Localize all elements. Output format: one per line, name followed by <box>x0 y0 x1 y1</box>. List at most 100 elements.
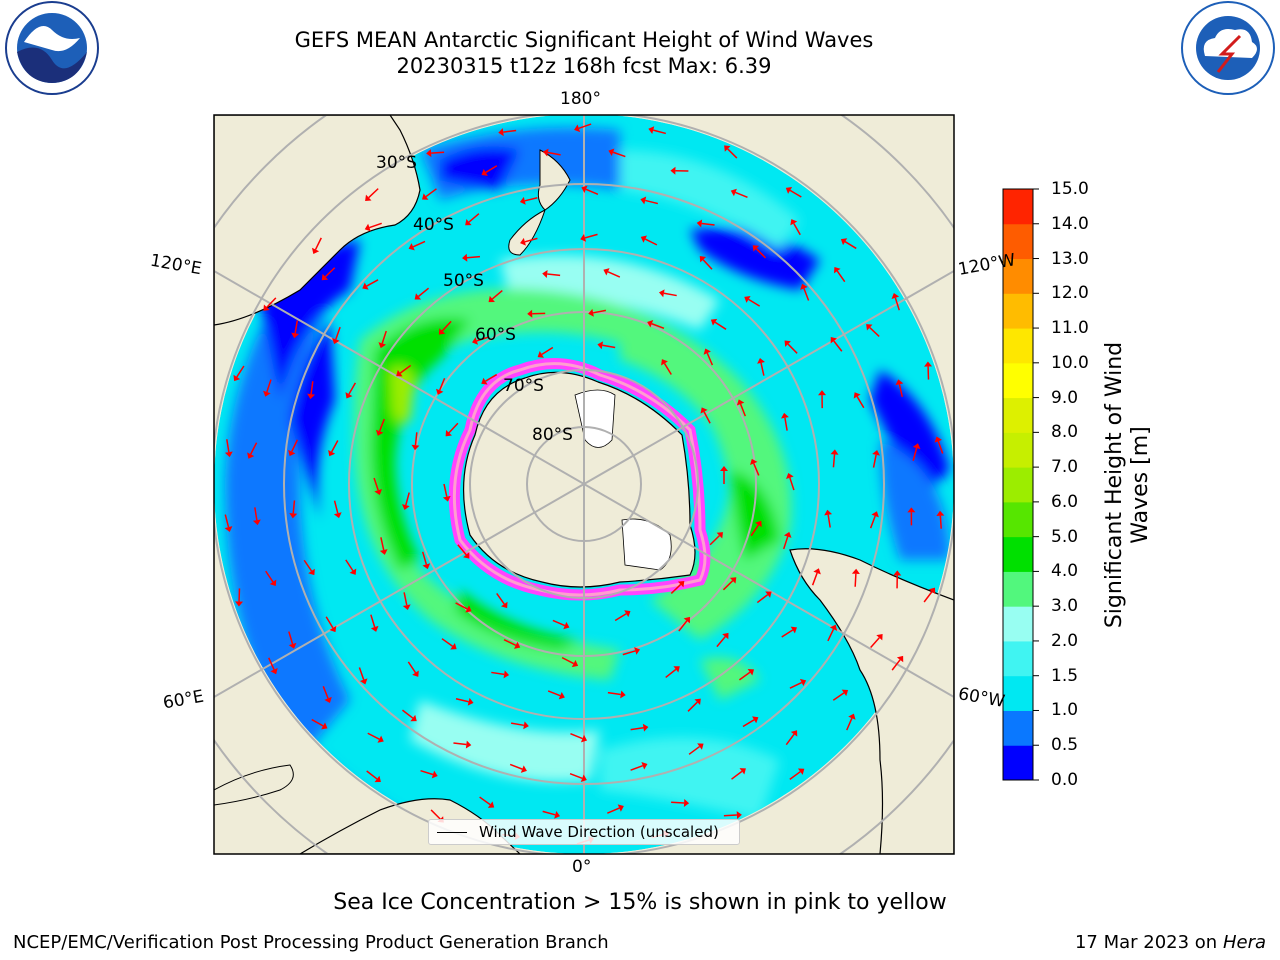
wind-arrow-shaft <box>612 151 626 158</box>
colorbar-tick-label: 11.0 <box>1051 318 1089 339</box>
wind-arrow-shaft <box>366 770 378 780</box>
wind-arrow-shaft <box>789 189 802 198</box>
meridian-label-bottom: 0° <box>572 857 592 877</box>
wind-arrow-shaft <box>303 559 313 572</box>
wind-arrow-shaft <box>714 321 727 330</box>
wind-arrow-shaft <box>735 191 748 199</box>
colorbar-segment <box>1003 536 1033 572</box>
wind-arrow-head <box>333 512 342 519</box>
wind-arrow-head <box>851 568 860 575</box>
wind-arrow-head <box>729 577 737 584</box>
wind-arrow-shaft <box>430 809 441 820</box>
wind-arrow-shaft <box>723 814 737 817</box>
wind-arrow-shaft <box>479 796 491 806</box>
wind-arrow-head <box>924 361 933 367</box>
latitude-label: 50°S <box>443 271 484 291</box>
wind-arrow-head <box>396 369 403 377</box>
latitude-label: 30°S <box>376 153 417 173</box>
wind-arrow-shaft <box>330 440 339 453</box>
wind-arrow-head <box>824 509 833 516</box>
wind-arrow-shaft <box>368 188 379 199</box>
wind-arrow-shaft <box>570 732 583 740</box>
colorbar-segment <box>1003 189 1033 225</box>
wind-arrow-shaft <box>614 613 627 622</box>
wind-arrow-shaft <box>333 500 339 514</box>
wind-arrow-head <box>683 616 690 624</box>
wind-arrow-head <box>928 587 936 595</box>
wind-arrow-head <box>670 166 676 175</box>
wind-arrow-shaft <box>443 483 448 497</box>
wind-arrow-shaft <box>431 151 445 154</box>
wind-arrow-head <box>724 145 731 152</box>
wind-arrow-head <box>408 243 415 251</box>
colorbar-segment <box>1003 606 1033 642</box>
wind-arrow-shaft <box>236 365 245 378</box>
colorbar-segment <box>1003 675 1033 711</box>
wind-arrow-shaft <box>288 631 294 645</box>
wind-arrow-head <box>520 237 526 246</box>
wind-arrow-head <box>554 810 561 819</box>
wind-arrow-head <box>412 670 419 677</box>
colorbar-title-line1: Significant Height of Wind <box>1102 341 1127 629</box>
wind-arrow-head <box>703 348 711 355</box>
wind-arrow-head <box>462 253 468 262</box>
wind-arrow-head <box>291 332 300 339</box>
wind-arrow-head <box>349 568 357 575</box>
wind-arrow-head <box>252 519 261 526</box>
wind-arrow-head <box>765 591 772 598</box>
wind-arrow-head <box>235 601 244 607</box>
wind-arrow-shaft <box>811 572 818 586</box>
wind-arrow-head <box>876 634 883 641</box>
wind-arrow-head <box>750 458 758 465</box>
wind-arrow-shaft <box>369 222 382 229</box>
wind-arrow-shaft <box>466 255 481 259</box>
wind-arrow-shaft <box>569 772 583 779</box>
wind-arrow-head <box>465 605 472 613</box>
chart-subtitle: 20230315 t12z 168h fcst Max: 6.39 <box>396 54 772 78</box>
wind-arrow-head <box>580 234 587 242</box>
colorbar-segment <box>1003 328 1033 364</box>
wind-arrow-head <box>786 472 794 479</box>
wind-arrow-shaft <box>370 614 376 628</box>
wind-arrow-shaft <box>846 717 853 731</box>
wind-arrow-shaft <box>310 381 314 395</box>
wind-arrow-shaft <box>373 477 379 491</box>
wind-arrow-head <box>696 219 703 228</box>
wind-arrow-shaft <box>455 698 469 703</box>
wind-arrow-shaft <box>468 213 480 223</box>
colorbar-segment <box>1003 293 1033 329</box>
map-legend: Wind Wave Direction (unscaled) <box>428 819 740 845</box>
wind-arrow-head <box>736 811 742 820</box>
wind-arrow-shaft <box>722 580 734 591</box>
wind-arrow-head <box>640 196 647 205</box>
wind-arrow-head <box>247 452 255 459</box>
wind-arrow-shaft <box>552 619 566 627</box>
wind-arrow-head <box>422 193 429 200</box>
colorbar-frame <box>1002 188 1034 781</box>
new-zealand-south <box>508 209 546 256</box>
wind-arrow-head <box>289 512 298 519</box>
wind-arrow-shaft <box>739 403 747 417</box>
wind-arrow-head <box>747 669 755 676</box>
colorbar-tick-label: 13.0 <box>1051 248 1089 269</box>
wind-arrow-shaft <box>524 237 538 243</box>
wind-arrow-head <box>263 304 270 311</box>
latitude-label: 40°S <box>413 215 454 235</box>
wind-arrow-head <box>542 148 549 157</box>
wind-arrow-shaft <box>366 279 379 287</box>
wind-arrow-shaft <box>345 559 354 572</box>
colorbar-tick-label: 6.0 <box>1051 491 1079 512</box>
colorbar <box>1002 188 1039 781</box>
wind-arrow-head <box>658 289 665 298</box>
wind-arrow-head <box>580 734 588 743</box>
wind-arrow-head <box>730 188 737 197</box>
wind-arrow-shaft <box>441 320 452 332</box>
colorbar-segment <box>1003 258 1033 294</box>
wind-arrow-head <box>617 804 624 812</box>
wind-arrow-shaft <box>701 222 715 226</box>
wind-arrow-shaft <box>578 123 592 129</box>
wind-arrow-shaft <box>716 636 726 648</box>
wind-arrow-head <box>853 392 861 399</box>
wind-arrow-shaft <box>592 309 607 314</box>
